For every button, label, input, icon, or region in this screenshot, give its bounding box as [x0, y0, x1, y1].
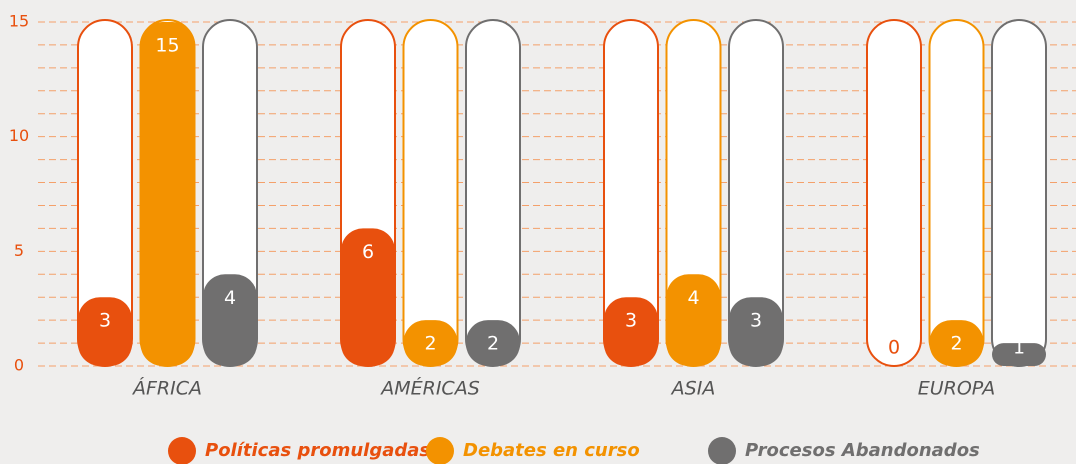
bar	[78, 297, 132, 366]
bar	[729, 297, 783, 366]
bar-outline	[866, 19, 922, 367]
value-label: 3	[750, 310, 762, 332]
value-label: 4	[224, 287, 236, 309]
bar-outline	[991, 19, 1047, 367]
legend-swatch	[708, 437, 736, 464]
value-label: 6	[362, 241, 374, 263]
bar	[203, 274, 257, 366]
y-tick-label: 15	[9, 12, 29, 31]
value-label: 0	[888, 337, 900, 359]
bar-outline	[465, 19, 521, 367]
value-label: 15	[155, 35, 179, 57]
legend-swatch	[426, 437, 454, 464]
legend-label: Debates en curso	[463, 440, 640, 461]
y-tick-label: 10	[9, 126, 29, 145]
bar	[992, 343, 1046, 366]
bar	[929, 320, 984, 366]
bar-outline	[402, 19, 459, 367]
value-label: 2	[950, 333, 962, 355]
bar	[666, 274, 721, 366]
value-label: 3	[99, 310, 111, 332]
x-tick-label: ÁFRICA	[131, 377, 202, 400]
bar	[403, 320, 458, 366]
legend-label: Procesos Abandonados	[745, 440, 980, 461]
bar	[140, 22, 195, 366]
bar	[466, 320, 520, 366]
bar-outline	[928, 19, 985, 367]
x-tick-label: AMÉRICAS	[379, 377, 480, 400]
bar	[604, 297, 658, 366]
bar	[341, 228, 395, 366]
y-tick-label: 0	[14, 356, 24, 375]
value-label: 4	[687, 287, 699, 309]
x-tick-label: ASIA	[670, 378, 716, 400]
legend-swatch	[168, 437, 196, 464]
y-tick-label: 5	[14, 241, 24, 260]
legend-label: Políticas promulgadas	[205, 440, 430, 461]
value-label: 2	[424, 333, 436, 355]
x-tick-label: EUROPA	[918, 378, 996, 400]
value-label: 2	[487, 333, 499, 355]
value-label: 1	[1013, 337, 1025, 359]
value-label: 3	[625, 310, 637, 332]
